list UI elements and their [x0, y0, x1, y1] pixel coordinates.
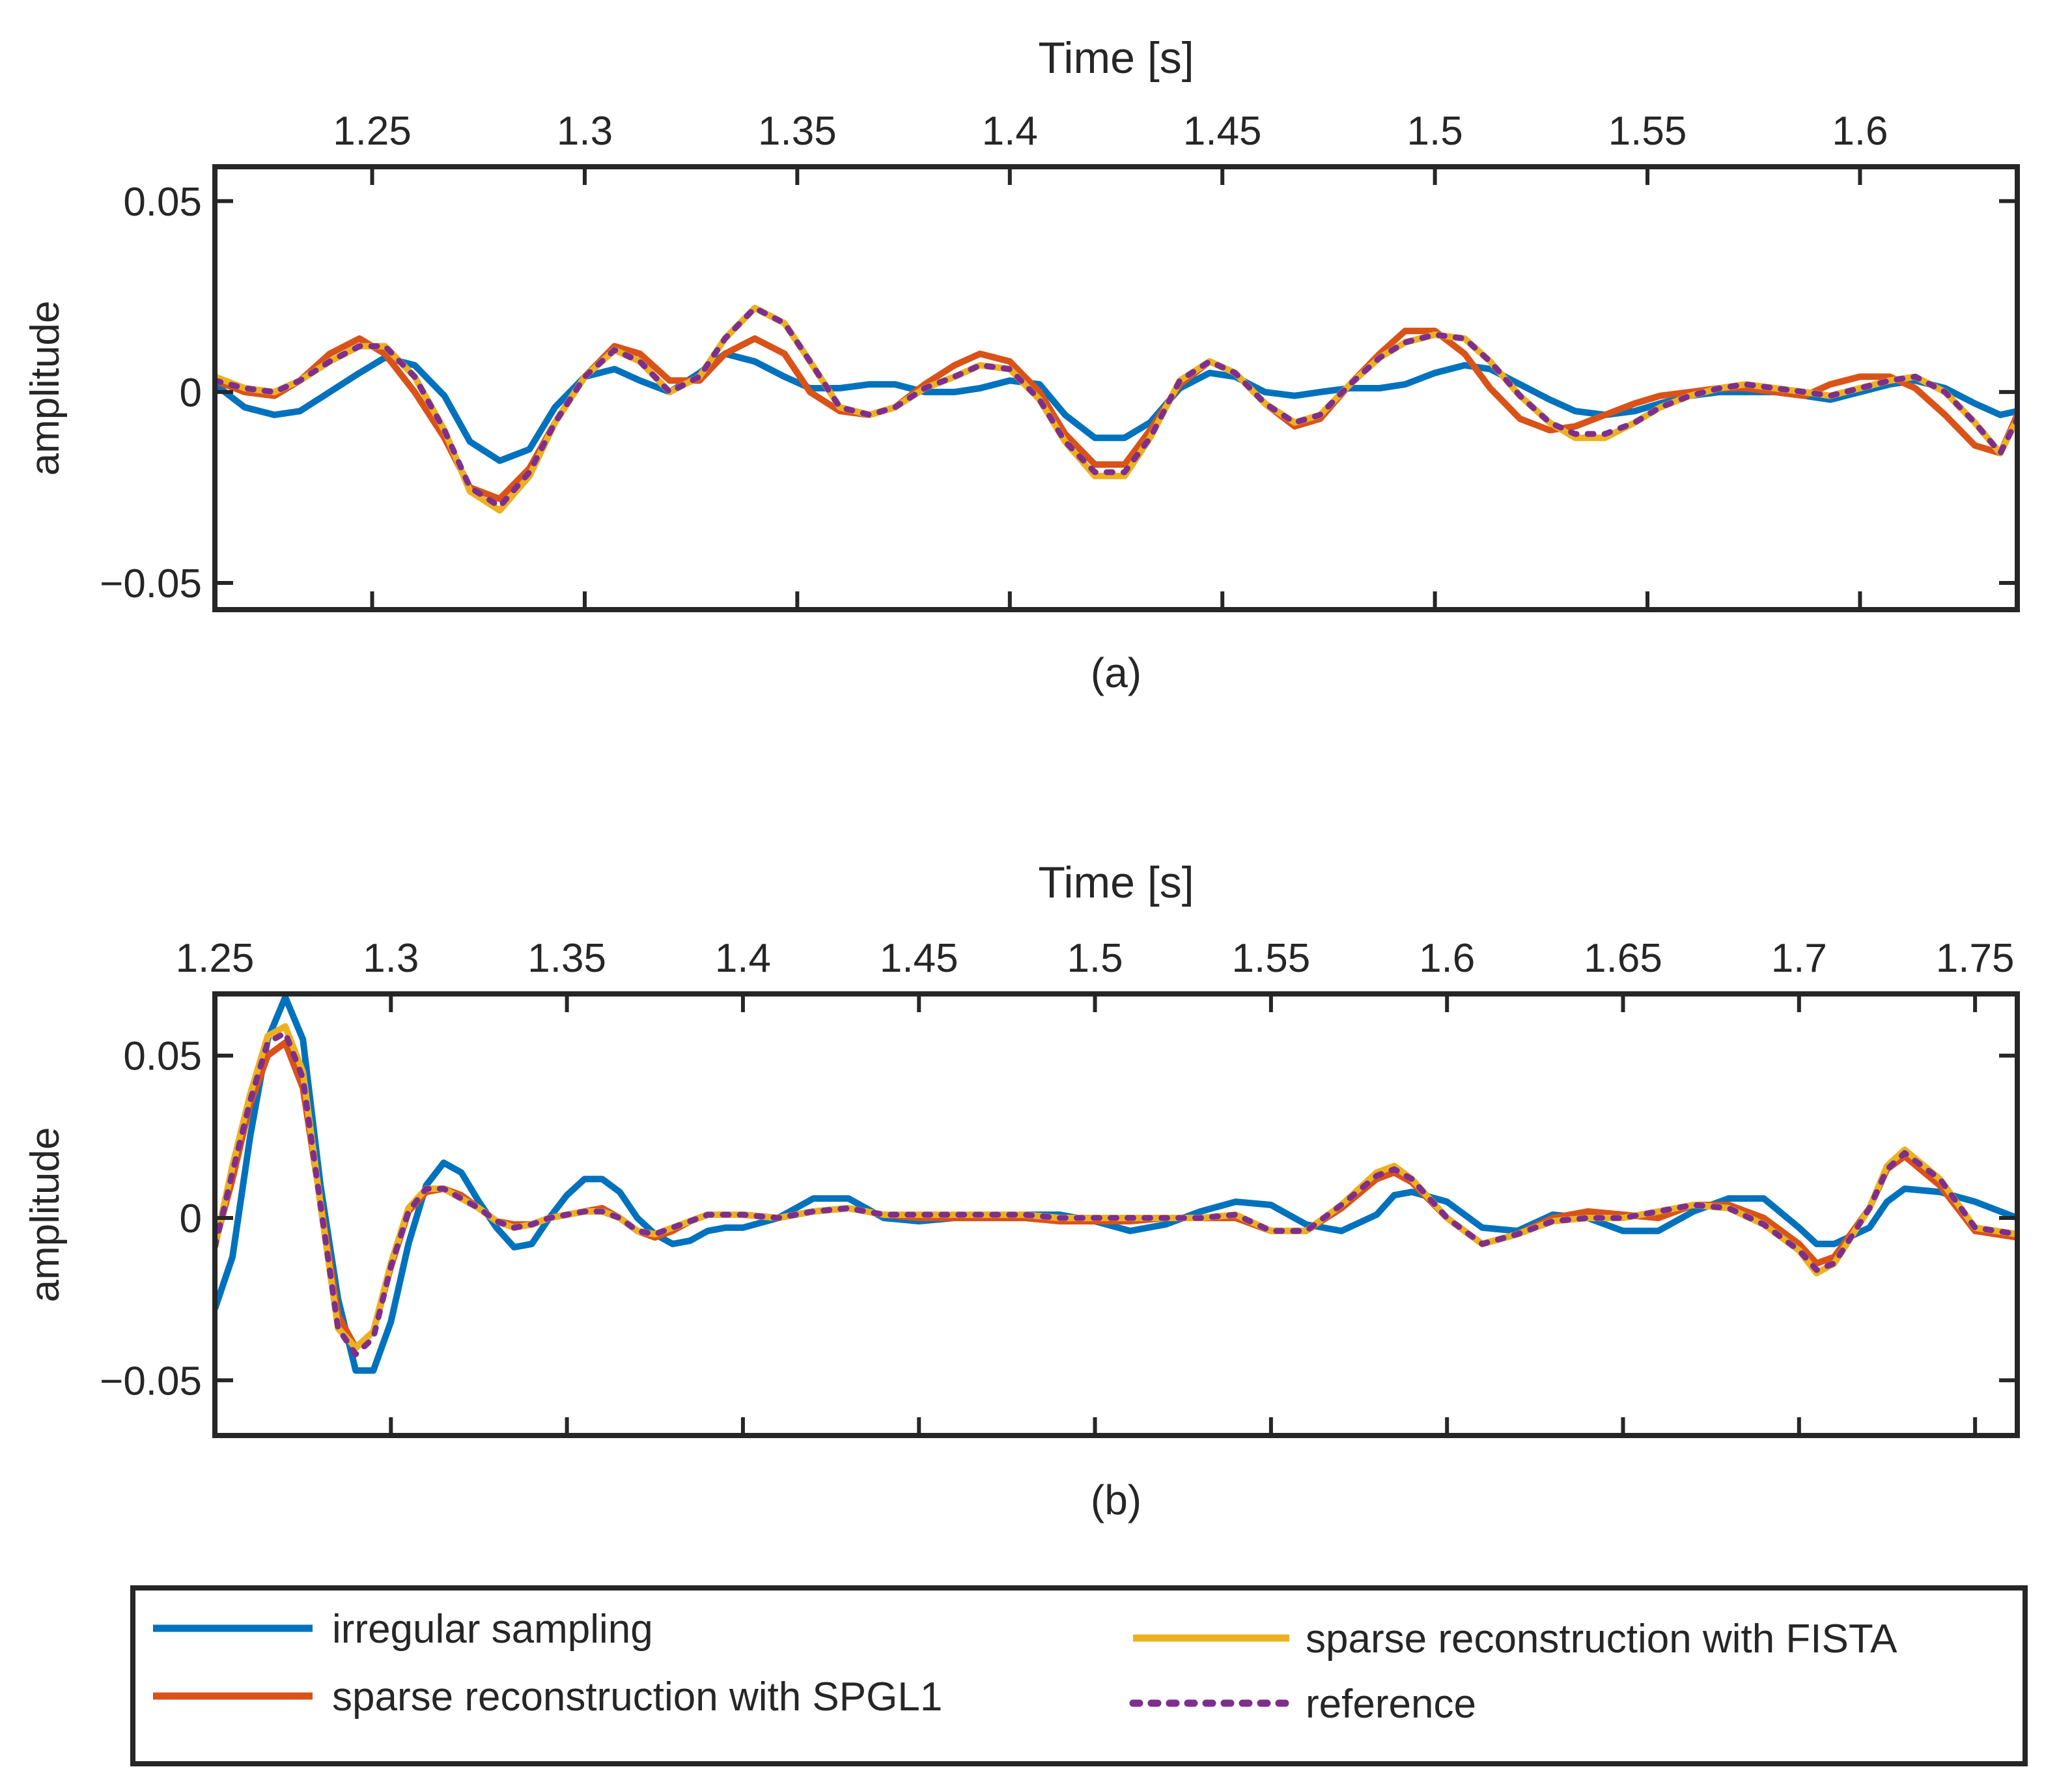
x-tick-label: 1.55	[1232, 936, 1311, 981]
x-tick-label: 1.7	[1771, 936, 1827, 981]
legend-label-reference: reference	[1306, 1682, 1476, 1727]
x-tick-label: 1.75	[1936, 936, 2015, 981]
x-tick-label: 1.5	[1407, 109, 1463, 154]
plot-frame	[212, 991, 2020, 1438]
y-axis-label: amplitude	[23, 301, 68, 476]
legend-label-spgl1: sparse reconstruction with SPGL1	[332, 1675, 942, 1719]
x-tick-label: 1.5	[1067, 936, 1123, 981]
x-tick-label: 1.45	[1183, 109, 1262, 154]
series-line-reference	[215, 305, 2017, 510]
x-tick-label: 1.4	[715, 936, 771, 981]
x-tick-label: 1.6	[1832, 109, 1888, 154]
x-tick-label: 1.35	[527, 936, 606, 981]
x-tick-label: 1.35	[758, 109, 837, 154]
legend-label-irregular: irregular sampling	[332, 1607, 653, 1652]
plot-series-group	[215, 304, 2017, 514]
x-tick-label: 1.4	[982, 109, 1038, 154]
y-tick-label: 0.05	[123, 180, 202, 225]
x-tick-label: 1.3	[557, 109, 613, 154]
series-line-irregular-sampling	[215, 350, 2017, 464]
x-axis-label: Time [s]	[1038, 33, 1194, 83]
x-tick-label: 1.45	[880, 936, 959, 981]
panel-label: (b)	[1091, 1477, 1141, 1523]
legend-label-fista: sparse reconstruction with FISTA	[1306, 1617, 1897, 1662]
panel-b: 1.25 1.3 1.35 1.4 1.45 1.5 1.55 1.6 1.65 1.7 1.75 −…	[23, 858, 2020, 1523]
x-axis-label: Time [s]	[1038, 858, 1194, 907]
y-tick-label: 0	[180, 371, 202, 416]
x-tick-label: 1.65	[1584, 936, 1662, 981]
y-tick-label: 0.05	[123, 1034, 202, 1079]
y-tick-label: −0.05	[100, 561, 202, 606]
plot-frame	[212, 164, 2020, 612]
legend-box	[130, 1585, 2028, 1766]
x-tick-label: 1.25	[176, 936, 255, 981]
x-tick-label: 1.55	[1608, 109, 1687, 154]
x-tick-label: 1.6	[1419, 936, 1475, 981]
y-axis-label: amplitude	[23, 1127, 68, 1303]
legend: irregular sampling sparse reconstruction…	[130, 1585, 2028, 1766]
x-tick-label: 1.25	[333, 109, 412, 154]
series-line-reference	[215, 1030, 2017, 1357]
y-tick-label: −0.05	[100, 1359, 202, 1404]
panel-label: (a)	[1091, 649, 1141, 696]
x-tick-label: 1.3	[363, 936, 419, 981]
y-tick-label: 0	[180, 1196, 202, 1241]
plot-series-group	[215, 994, 2017, 1374]
panel-a: 1.25 1.3 1.35 1.4 1.45 1.5 1.55 1.6 −0.05 0 0.05 Ti…	[23, 33, 2020, 696]
